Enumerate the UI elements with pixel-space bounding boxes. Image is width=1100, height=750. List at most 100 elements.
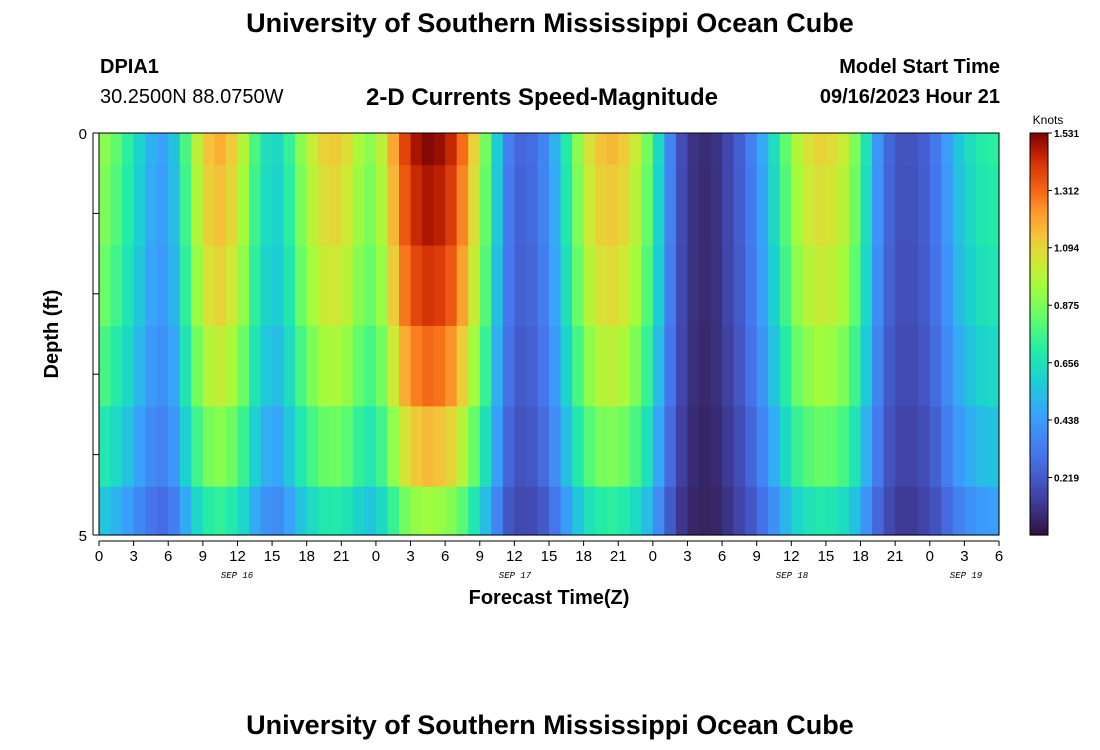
colorbar-segment — [1030, 263, 1048, 268]
heatmap-cell — [445, 133, 458, 166]
colorbar-segment — [1030, 270, 1048, 275]
heatmap-cell — [110, 133, 123, 166]
heatmap-cell — [722, 133, 735, 166]
heatmap-cell — [237, 133, 250, 166]
heatmap-cell — [872, 325, 885, 407]
heatmap-cell — [629, 325, 642, 407]
heatmap-cell — [952, 406, 965, 488]
heatmap-cell — [433, 245, 446, 327]
heatmap-cell — [422, 165, 435, 247]
heatmap-cell — [456, 325, 469, 407]
heatmap-cell — [699, 133, 712, 166]
heatmap-cell — [710, 133, 723, 166]
x-tick-label: 0 — [95, 548, 103, 565]
heatmap-cell — [422, 406, 435, 488]
heatmap-cell — [652, 245, 665, 327]
heatmap-cell — [768, 165, 781, 247]
heatmap-cell — [468, 486, 481, 536]
heatmap-cell — [883, 245, 896, 327]
colorbar-segment — [1030, 354, 1048, 359]
heatmap-cell — [733, 133, 746, 166]
heatmap-cell — [341, 486, 354, 536]
heatmap-cell — [445, 406, 458, 488]
heatmap-cell — [329, 406, 342, 488]
heatmap-cell — [214, 245, 227, 327]
heatmap-cell — [352, 245, 365, 327]
heatmap-cell — [825, 486, 839, 536]
heatmap-cell — [156, 486, 169, 536]
colorbar-segment — [1030, 424, 1048, 429]
colorbar-unit: Knots — [1033, 113, 1064, 127]
heatmap-cell — [133, 325, 146, 407]
heatmap-cell — [699, 486, 712, 536]
colorbar-segment — [1030, 136, 1048, 141]
heatmap-cell — [745, 486, 758, 536]
x-tick-label: 0 — [926, 548, 934, 565]
x-tick-label: 21 — [887, 548, 904, 565]
heatmap-cell — [399, 245, 412, 327]
colorbar-segment — [1030, 471, 1048, 476]
x-tick-label: 6 — [441, 548, 449, 565]
heatmap-cell — [606, 133, 619, 166]
heatmap-cell — [791, 406, 804, 488]
heatmap-cell — [883, 486, 896, 536]
heatmap-cell — [110, 406, 123, 488]
heatmap-cell — [110, 165, 123, 247]
heatmap-cell — [918, 165, 931, 247]
heatmap-cell — [802, 325, 815, 407]
heatmap-cells — [99, 133, 1000, 536]
heatmap-cell — [583, 165, 596, 247]
heatmap-cell — [375, 486, 389, 536]
heatmap-cell — [479, 406, 492, 488]
colorbar-segment — [1030, 230, 1048, 235]
heatmap-cell — [225, 245, 239, 327]
heatmap-cell — [456, 486, 469, 536]
heatmap-cell — [768, 486, 781, 536]
colorbar-tick-label: 0.656 — [1054, 359, 1079, 370]
heatmap-cell — [560, 133, 573, 166]
heatmap-cell — [837, 165, 850, 247]
heatmap-cell — [249, 245, 262, 327]
heatmap-cell — [595, 133, 608, 166]
colorbar-segment — [1030, 323, 1048, 328]
heatmap-cell — [549, 133, 562, 166]
colorbar: Knots 1.531 1.312 1.094 0.875 0.656 0.438 0.219 — [1029, 113, 1079, 536]
colorbar-segment — [1030, 146, 1048, 151]
colorbar-segment — [1030, 377, 1048, 382]
heatmap-cell — [410, 165, 423, 247]
x-tick-label: 9 — [476, 548, 484, 565]
x-tick-label: 18 — [852, 548, 869, 565]
heatmap-cell — [952, 486, 965, 536]
heatmap-cell — [318, 406, 331, 488]
heatmap-cell — [733, 486, 746, 536]
heatmap-cell — [549, 245, 562, 327]
model-start-value: 09/16/2023 Hour 21 — [819, 86, 1000, 108]
colorbar-tick-label: 1.094 — [1054, 244, 1079, 255]
heatmap-cell — [849, 133, 862, 166]
heatmap-cell — [583, 406, 596, 488]
colorbar-segment — [1030, 149, 1048, 154]
heatmap-cell — [387, 486, 400, 536]
heatmap-cell — [99, 245, 112, 327]
colorbar-segment — [1030, 193, 1048, 198]
heatmap-cell — [560, 165, 573, 247]
heatmap-cell — [629, 406, 642, 488]
heatmap-cell — [929, 486, 942, 536]
colorbar-segment — [1030, 320, 1048, 325]
heatmap-cell — [237, 406, 250, 488]
heatmap-cell — [306, 133, 319, 166]
heatmap-cell — [491, 245, 504, 327]
heatmap-cell — [537, 486, 550, 536]
heatmap-cell — [295, 406, 308, 488]
colorbar-segment — [1030, 374, 1048, 379]
heatmap-cell — [249, 165, 262, 247]
heatmap-cell — [733, 325, 746, 407]
colorbar-segment — [1030, 528, 1048, 533]
x-tick-label: 3 — [683, 548, 691, 565]
heatmap-cell — [525, 486, 539, 536]
heatmap-cell — [641, 406, 654, 488]
heatmap-cell — [525, 165, 539, 247]
x-tick-label: 21 — [333, 548, 350, 565]
heatmap-cell — [699, 245, 712, 327]
